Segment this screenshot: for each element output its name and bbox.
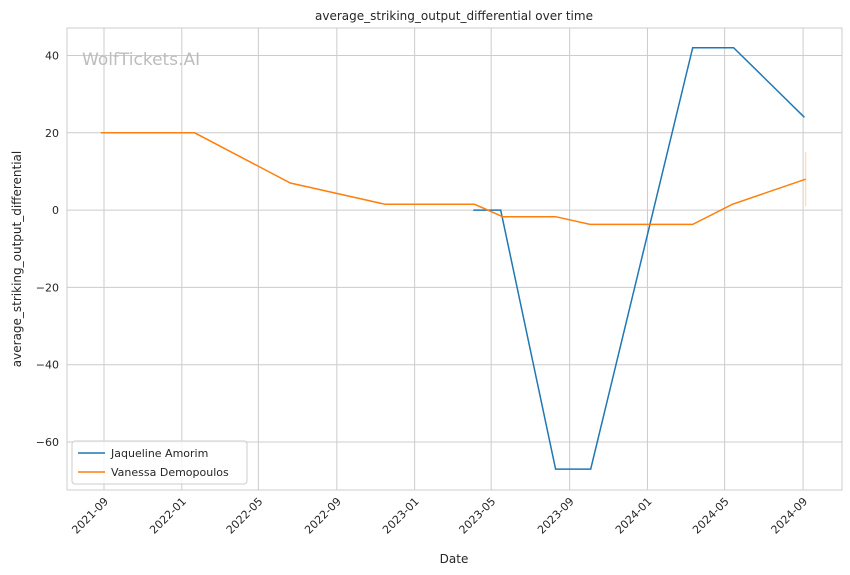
x-tick-label: 2024-01	[613, 495, 655, 537]
y-tick-label: −40	[36, 359, 59, 372]
y-tick-label: 20	[45, 127, 59, 140]
legend-label-vanessa-demopoulos: Vanessa Demopoulos	[111, 466, 229, 479]
x-tick-label: 2021-09	[69, 495, 111, 537]
x-tick-label: 2024-05	[690, 495, 732, 537]
plot-frame	[66, 27, 843, 491]
watermark: WolfTickets.AI	[82, 50, 200, 70]
series-line-jaqueline-amorim	[473, 46, 805, 470]
x-tick-label: 2022-09	[302, 495, 344, 537]
chart-title: average_striking_output_differential ove…	[315, 9, 593, 23]
legend-label-jaqueline-amorim: Jaqueline Amorim	[110, 447, 208, 460]
y-tick-label: −20	[36, 281, 59, 294]
x-axis-label: Date	[440, 552, 469, 566]
series-lines	[100, 46, 807, 470]
y-tick-label: −60	[36, 436, 59, 449]
y-tick-label: 0	[52, 204, 59, 217]
x-tick-label: 2023-05	[457, 495, 499, 537]
grid	[67, 28, 842, 490]
series-line-vanessa-demopoulos	[100, 132, 806, 226]
x-tick-label: 2023-09	[535, 495, 577, 537]
x-tick-label: 2023-01	[380, 495, 422, 537]
x-tick-label: 2022-01	[147, 495, 189, 537]
y-tick-label: 40	[45, 49, 59, 62]
x-tick-label: 2022-05	[224, 495, 266, 537]
y-axis-label: average_striking_output_differential	[10, 151, 24, 367]
x-tick-label: 2024-09	[769, 495, 811, 537]
legend: Jaqueline Amorim Vanessa Demopoulos	[71, 440, 248, 485]
